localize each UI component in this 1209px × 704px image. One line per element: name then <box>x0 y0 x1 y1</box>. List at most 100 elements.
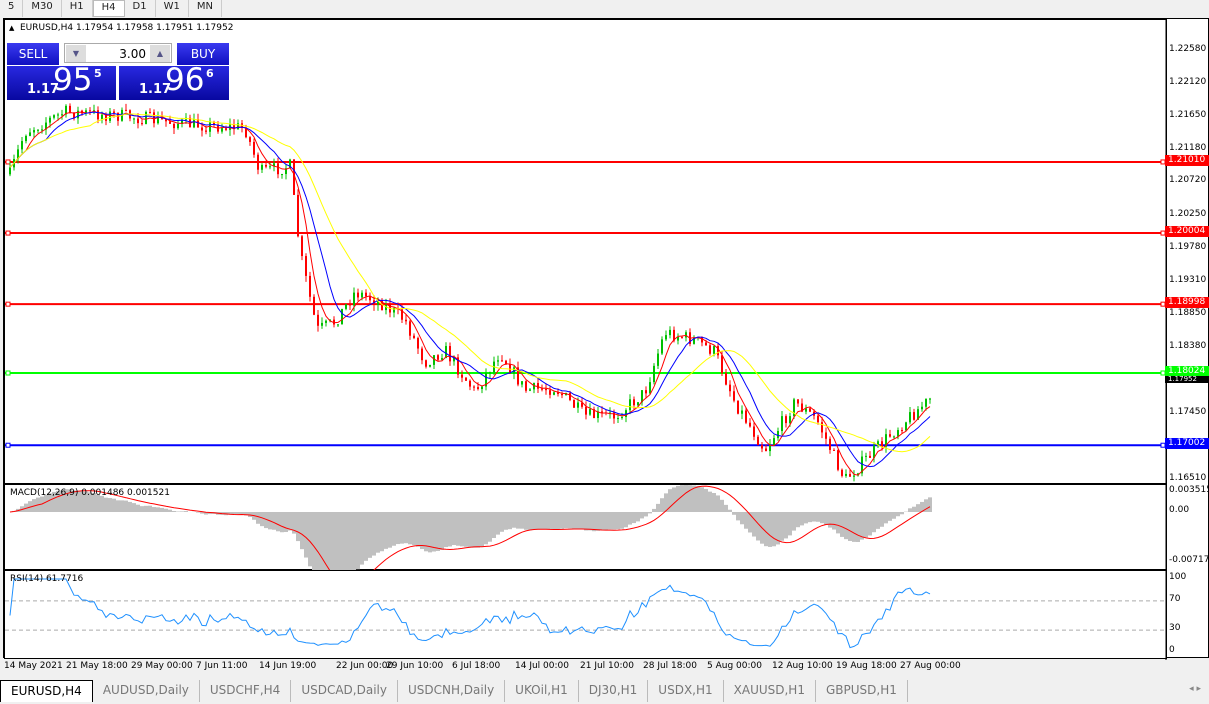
candle <box>585 401 587 420</box>
buy-button[interactable]: BUY <box>177 43 229 65</box>
candle <box>17 144 19 164</box>
macd-pane[interactable]: MACD(12,26,9) 0.001486 0.001521 <box>4 484 1167 571</box>
candle-body <box>365 292 367 297</box>
chart-tab[interactable]: EURUSD,H4 <box>0 680 93 702</box>
candle <box>473 385 475 391</box>
collapse-triangle-icon[interactable]: ▲ <box>9 24 15 32</box>
candle <box>529 388 531 392</box>
candle <box>917 406 919 420</box>
timeframe-H4[interactable]: H4 <box>92 0 125 17</box>
rsi-pane[interactable]: RSI(14) 61.7716 <box>4 570 1167 660</box>
sell-button[interactable]: SELL <box>7 43 59 65</box>
timeframe-M30[interactable]: M30 <box>23 0 62 17</box>
candle-body <box>801 403 803 412</box>
macd-histogram-bar <box>156 507 160 512</box>
macd-histogram-bar <box>880 512 884 527</box>
candle-body <box>133 118 135 120</box>
macd-histogram-bar <box>480 512 484 547</box>
candle <box>829 436 831 454</box>
increase-lot-icon[interactable]: ▲ <box>150 45 170 62</box>
chart-tab[interactable]: USDCNH,Daily <box>398 680 506 702</box>
candle-body <box>89 110 91 112</box>
macd-histogram-bar <box>328 512 332 571</box>
macd-histogram-bar <box>68 489 72 512</box>
timeframe-D1[interactable]: D1 <box>125 0 156 17</box>
candle-body <box>761 445 763 449</box>
level-price-label: 1.21010 <box>1165 154 1209 166</box>
chart-tab[interactable]: USDCAD,Daily <box>291 680 398 702</box>
candle <box>357 288 359 301</box>
chart-tab[interactable]: USDCHF,H4 <box>200 680 292 702</box>
timeframe-MN[interactable]: MN <box>189 0 222 17</box>
candle-body <box>581 402 583 407</box>
macd-tick: 0.00 <box>1169 505 1190 515</box>
timeframe-5[interactable]: 5 <box>0 0 24 17</box>
macd-histogram-bar <box>896 512 900 517</box>
candle-body <box>213 122 215 125</box>
chart-tab[interactable]: DJ30,H1 <box>579 680 649 702</box>
candle <box>445 342 447 359</box>
candle <box>9 161 11 177</box>
tab-scroll-arrows-icon[interactable]: ◂ ▸ <box>1189 684 1201 694</box>
candle <box>305 253 307 282</box>
candle-body <box>169 121 171 124</box>
macd-histogram-bar <box>628 512 632 525</box>
candle <box>321 317 323 329</box>
candle-body <box>209 122 211 132</box>
candle-body <box>441 358 443 360</box>
chart-tab[interactable]: USDX,H1 <box>648 680 724 702</box>
candle-body <box>769 444 771 452</box>
candle <box>309 271 311 302</box>
macd-histogram-bar <box>228 512 232 515</box>
macd-histogram-bar <box>608 512 612 530</box>
chart-tab[interactable]: GBPUSD,H1 <box>816 680 908 702</box>
macd-histogram-bar <box>304 512 308 558</box>
buy-price[interactable]: 1.17 96 6 <box>119 62 229 100</box>
candle-body <box>181 119 183 124</box>
level-handle <box>5 370 11 376</box>
macd-histogram-bar <box>460 512 464 547</box>
chart-tab[interactable]: AUDUSD,Daily <box>93 680 200 702</box>
macd-histogram-bar <box>312 512 316 571</box>
candle-body <box>921 406 923 410</box>
candle <box>757 434 759 446</box>
level-handle <box>5 230 11 236</box>
candle-body <box>473 386 475 388</box>
candle-body <box>677 336 679 341</box>
macd-histogram-bar <box>592 512 596 532</box>
candle-body <box>681 336 683 338</box>
macd-histogram-bar <box>396 512 400 545</box>
candle-body <box>869 455 871 458</box>
macd-histogram-bar <box>828 512 832 528</box>
timeframe-W1[interactable]: W1 <box>156 0 189 17</box>
candle <box>893 435 895 439</box>
candle-body <box>893 436 895 438</box>
macd-histogram-bar <box>700 487 704 512</box>
candle <box>581 397 583 409</box>
macd-histogram-bar <box>672 487 676 512</box>
candle <box>465 377 467 382</box>
buy-price-main: 96 <box>165 62 205 98</box>
time-axis-label: 21 Jul 10:00 <box>580 661 634 671</box>
macd-histogram-bar <box>800 512 804 526</box>
candle-body <box>661 339 663 354</box>
macd-histogram-bar <box>44 494 48 512</box>
macd-histogram-bar <box>352 512 356 571</box>
price-pane[interactable]: EURUSD,H4 1.17954 1.17958 1.17951 1.1795… <box>4 19 1167 485</box>
macd-histogram-bar <box>360 512 364 565</box>
lot-size-input[interactable]: ▼ 3.00 ▲ <box>64 43 172 63</box>
candle <box>85 108 87 116</box>
decrease-lot-icon[interactable]: ▼ <box>66 45 86 62</box>
candle <box>573 399 575 409</box>
macd-histogram-bar <box>112 498 116 512</box>
candle <box>561 391 563 399</box>
macd-histogram-bar <box>532 512 536 530</box>
sell-price[interactable]: 1.17 95 5 <box>7 62 116 100</box>
chart-tab[interactable]: XAUUSD,H1 <box>724 680 816 702</box>
candle-body <box>269 166 271 168</box>
timeframe-H1[interactable]: H1 <box>62 0 93 17</box>
macd-histogram-bar <box>468 512 472 548</box>
candle-body <box>37 129 39 131</box>
candle-body <box>585 406 587 415</box>
chart-tab[interactable]: UKOil,H1 <box>505 680 579 702</box>
